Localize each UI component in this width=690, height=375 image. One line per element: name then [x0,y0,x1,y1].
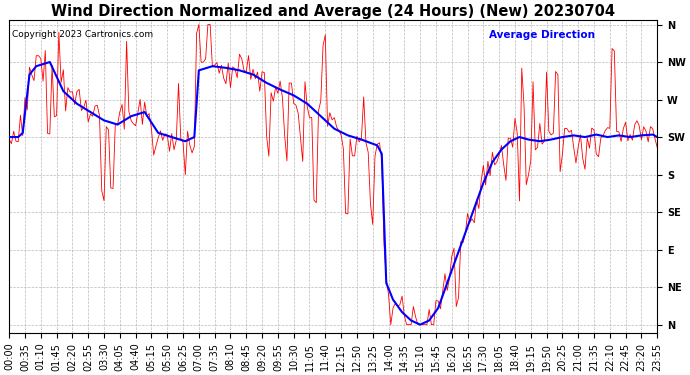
Text: Copyright 2023 Cartronics.com: Copyright 2023 Cartronics.com [12,30,154,39]
Title: Wind Direction Normalized and Average (24 Hours) (New) 20230704: Wind Direction Normalized and Average (2… [51,4,615,19]
Text: Average Direction: Average Direction [489,30,595,40]
